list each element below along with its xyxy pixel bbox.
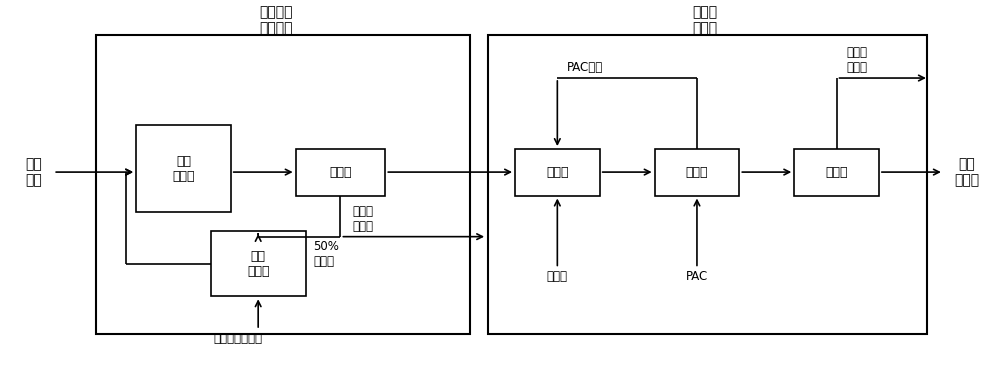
Text: 50%
回流比: 50% 回流比 — [314, 240, 339, 268]
Bar — [296, 149, 385, 195]
Text: 混凝吸
附单元: 混凝吸 附单元 — [692, 5, 717, 35]
Text: 活性污泥
吸附单元: 活性污泥 吸附单元 — [259, 5, 292, 35]
Text: PAC: PAC — [686, 270, 708, 283]
Text: 沉淀池: 沉淀池 — [825, 166, 848, 179]
Text: 沉淀池: 沉淀池 — [329, 166, 352, 179]
Bar — [515, 149, 600, 195]
Text: 剩余污
泥排放: 剩余污 泥排放 — [847, 46, 868, 74]
Text: 絮凝池: 絮凝池 — [686, 166, 708, 179]
Text: 工业
废水: 工业 废水 — [25, 157, 42, 187]
Bar — [136, 125, 231, 212]
Text: 剩余污
泥排放: 剩余污 泥排放 — [352, 205, 373, 233]
Bar — [211, 231, 306, 296]
Text: 生物
吸附地: 生物 吸附地 — [172, 155, 195, 183]
Text: 污泥
培养池: 污泥 培养池 — [247, 250, 269, 278]
Text: 活性污泥、碳源: 活性污泥、碳源 — [213, 332, 262, 345]
Text: 絮凝剂: 絮凝剂 — [547, 270, 568, 283]
Text: 混凝池: 混凝池 — [546, 166, 569, 179]
Text: 接深
度处理: 接深 度处理 — [954, 157, 979, 187]
Bar — [794, 149, 879, 195]
Text: PAC回流: PAC回流 — [567, 61, 604, 74]
Bar — [488, 35, 927, 334]
Bar — [96, 35, 470, 334]
Bar — [655, 149, 739, 195]
